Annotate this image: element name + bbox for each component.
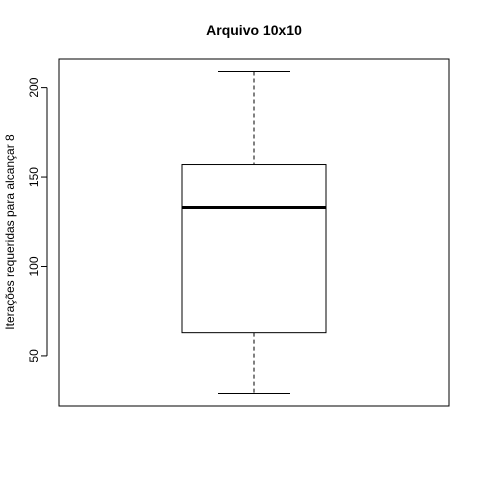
y-axis-label: Iterações requeridas para alcançar 8: [3, 134, 17, 330]
y-tick-label-100: 100: [27, 256, 41, 276]
y-tick-label-50: 50: [27, 349, 41, 363]
boxplot-marks: 50 100 150 200: [27, 71, 327, 394]
y-tick-label-150: 150: [27, 167, 41, 187]
y-tick-label-200: 200: [27, 77, 41, 97]
plot-frame: [58, 58, 450, 407]
chart-title: Arquivo 10x10: [206, 22, 302, 38]
iqr-box: [181, 164, 327, 334]
